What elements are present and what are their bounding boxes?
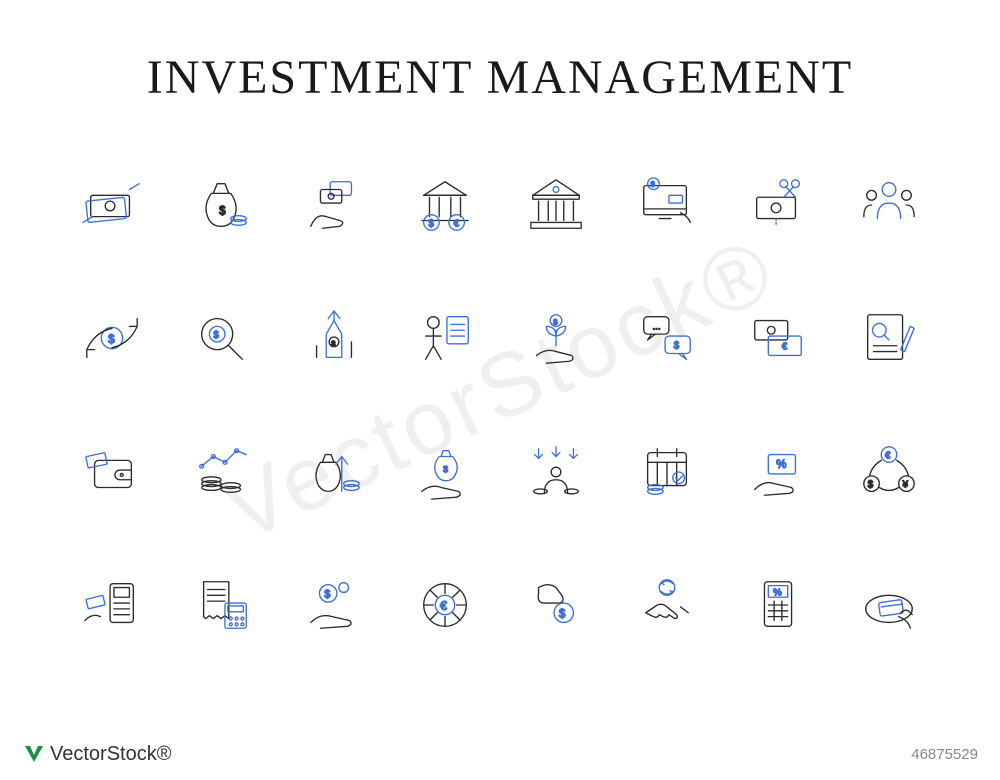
hand-give-bag-icon: $ (403, 422, 486, 522)
svg-text:€: € (453, 218, 459, 229)
svg-text:€: € (781, 342, 787, 353)
person-checklist-icon (403, 289, 486, 389)
svg-text:$: $ (443, 464, 448, 474)
svg-text:$: $ (673, 341, 679, 352)
money-bag-coins-growth-icon (292, 422, 375, 522)
hand-percent-card-icon: % (736, 422, 819, 522)
chat-money-bubbles-icon: ... $ (625, 289, 708, 389)
report-chart-pen-icon (847, 289, 930, 389)
magnifier-coin-icon: $ (181, 289, 264, 389)
footer: VectorStock® 46875529 (0, 742, 1000, 766)
hand-tap-card-plate-icon (847, 556, 930, 656)
logo-text: VectorStock® (50, 743, 171, 766)
svg-text:$: $ (219, 204, 226, 217)
calendar-coins-icon (625, 422, 708, 522)
svg-text:$: $ (558, 608, 565, 621)
currency-exchange-cycle-icon: € $ ¥ (847, 422, 930, 522)
hand-take-coin-icon: $ (514, 556, 597, 656)
money-bag-coins-icon: $ (181, 155, 264, 255)
svg-text:$: $ (108, 333, 115, 346)
people-group-icon (847, 155, 930, 255)
svg-text:$: $ (428, 218, 434, 229)
hand-card-cash-icon (292, 155, 375, 255)
coin-transfer-arrows-icon: $ (70, 289, 153, 389)
receipt-calculator-icon (181, 556, 264, 656)
vectorstock-logo: VectorStock® (22, 742, 171, 766)
svg-text:$: $ (867, 479, 873, 490)
page-title: INVESTMENT MANAGEMENT (0, 0, 1000, 135)
svg-text:$: $ (553, 318, 558, 327)
cash-stack-icon (70, 155, 153, 255)
svg-text:$: $ (650, 179, 655, 188)
coins-line-chart-icon (181, 422, 264, 522)
arrow-growth-chart-icon: $ (292, 289, 375, 389)
icon-grid: $ $ € $ (0, 135, 1000, 695)
svg-text:€: € (885, 450, 891, 461)
svg-text:...: ... (652, 322, 660, 333)
svg-text:¥: ¥ (901, 479, 908, 490)
svg-text:$: $ (213, 330, 219, 341)
svg-text:$: $ (331, 339, 336, 348)
cash-scissors-icon (736, 155, 819, 255)
pos-terminal-percent-icon: % (736, 556, 819, 656)
image-id: 46875529 (911, 746, 978, 763)
rain-money-person-icon (514, 422, 597, 522)
hand-receive-coin-icon: $ (292, 556, 375, 656)
monitor-payment-icon: $ (625, 155, 708, 255)
logo-mark-icon (22, 742, 46, 766)
wallet-cash-icon (70, 422, 153, 522)
bank-currency-icon: $ € (403, 155, 486, 255)
handshake-refresh-icon (625, 556, 708, 656)
svg-text:%: % (773, 588, 782, 599)
cash-multi-currency-icon: € (736, 289, 819, 389)
svg-text:€: € (440, 599, 447, 613)
svg-text:$: $ (324, 589, 330, 601)
svg-text:%: % (776, 458, 786, 471)
hand-pos-terminal-icon (70, 556, 153, 656)
hand-plant-coin-icon: $ (514, 289, 597, 389)
euro-chip-coin-icon: € (403, 556, 486, 656)
bank-columns-icon (514, 155, 597, 255)
